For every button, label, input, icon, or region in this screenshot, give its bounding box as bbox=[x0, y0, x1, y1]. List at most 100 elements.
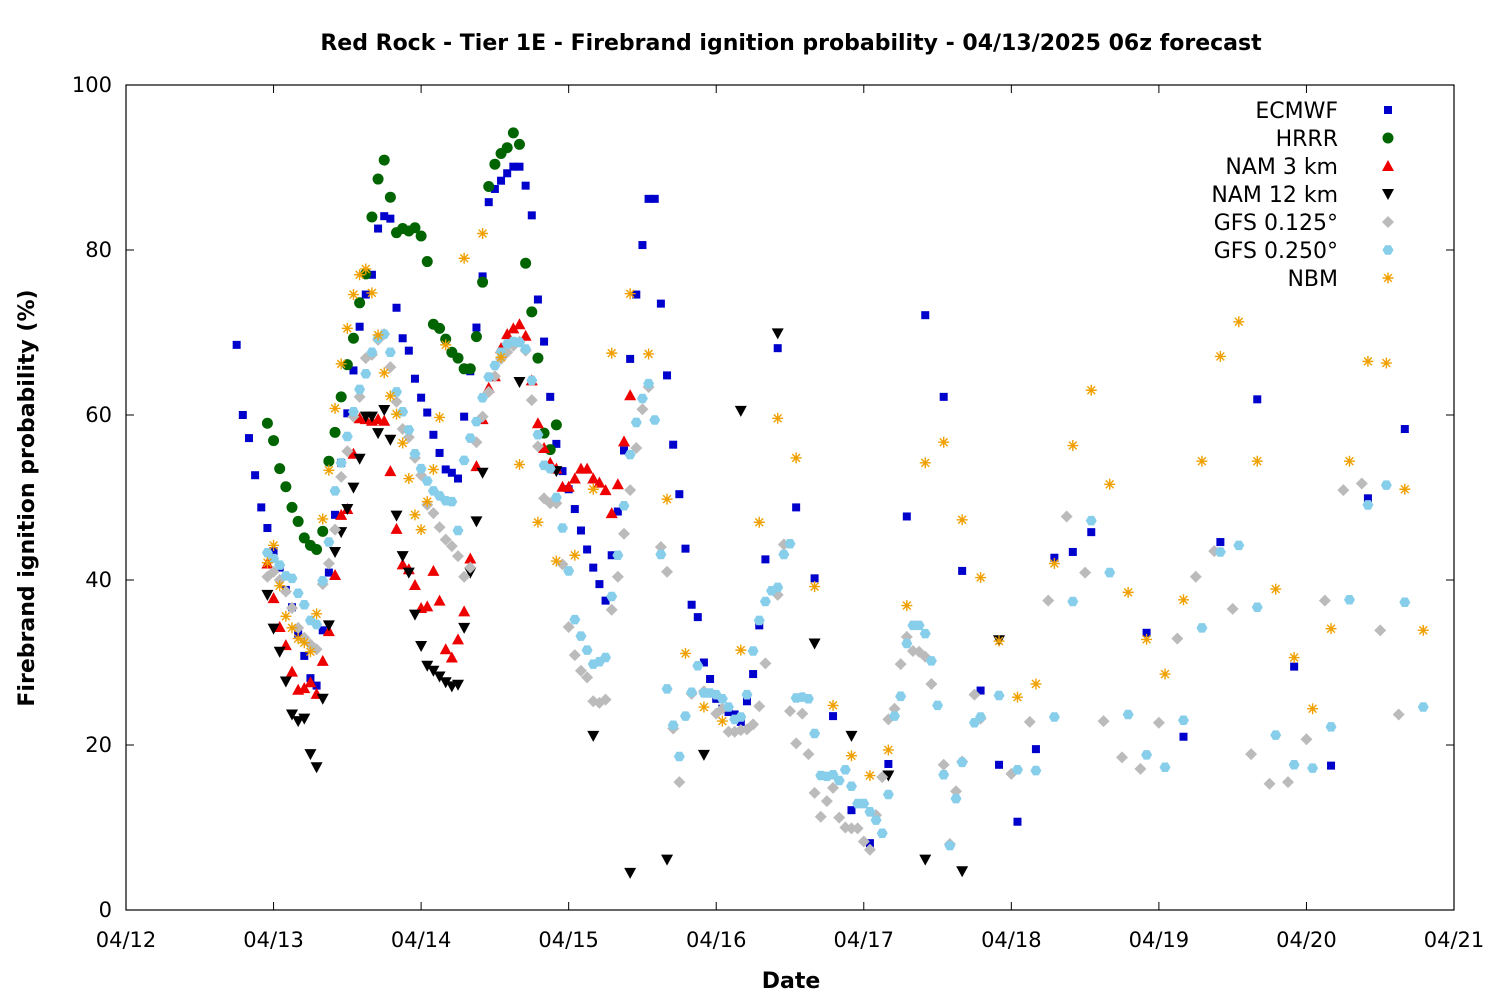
data-point bbox=[605, 507, 618, 519]
data-point bbox=[292, 633, 304, 645]
x-tick-label: 04/14 bbox=[391, 928, 452, 952]
legend-label-gfs-0-125: GFS 0.125° bbox=[1214, 211, 1338, 236]
data-point bbox=[845, 750, 857, 762]
data-point bbox=[1251, 602, 1263, 612]
legend-marker-hrrr bbox=[1382, 132, 1394, 144]
data-point bbox=[589, 563, 598, 572]
data-point bbox=[568, 649, 581, 662]
data-point bbox=[286, 709, 298, 721]
x-tick-label: 04/12 bbox=[96, 928, 157, 952]
data-point bbox=[341, 322, 353, 334]
data-point bbox=[901, 600, 913, 612]
data-point bbox=[484, 198, 493, 207]
data-point bbox=[1343, 455, 1355, 467]
data-point bbox=[470, 516, 483, 528]
data-point bbox=[655, 549, 667, 560]
data-point bbox=[772, 412, 784, 424]
data-point bbox=[723, 702, 735, 712]
data-point bbox=[1399, 597, 1411, 608]
series-nbm bbox=[261, 228, 1429, 782]
data-point bbox=[1400, 425, 1409, 434]
data-point bbox=[317, 513, 329, 525]
data-point bbox=[232, 340, 241, 349]
data-point bbox=[839, 764, 851, 775]
data-point bbox=[322, 557, 335, 570]
legend-marker-nam-12-km bbox=[1382, 189, 1394, 200]
data-point bbox=[771, 328, 784, 340]
data-point bbox=[477, 276, 489, 288]
legend-label-hrrr: HRRR bbox=[1276, 127, 1338, 152]
data-point bbox=[563, 566, 575, 576]
data-point bbox=[421, 476, 433, 486]
data-point bbox=[1282, 776, 1294, 789]
data-point bbox=[958, 566, 967, 575]
data-point bbox=[864, 807, 876, 817]
data-point bbox=[1325, 722, 1337, 732]
data-point bbox=[1362, 500, 1374, 510]
data-point bbox=[503, 169, 512, 178]
data-points bbox=[232, 127, 1429, 879]
data-point bbox=[354, 384, 366, 395]
data-point bbox=[384, 191, 396, 203]
data-point bbox=[286, 602, 298, 615]
data-point bbox=[263, 524, 272, 533]
legend-label-nbm: NBM bbox=[1287, 267, 1338, 292]
data-point bbox=[384, 390, 396, 402]
data-point bbox=[661, 854, 674, 866]
data-point bbox=[273, 646, 286, 658]
data-point bbox=[470, 416, 482, 427]
y-tick-label: 20 bbox=[85, 733, 112, 757]
data-point bbox=[741, 689, 753, 700]
x-tick-label: 04/16 bbox=[686, 928, 747, 952]
data-point bbox=[509, 162, 518, 171]
data-point bbox=[464, 433, 476, 443]
data-point bbox=[1048, 558, 1060, 569]
series-nam-3-km bbox=[261, 318, 637, 699]
data-point bbox=[329, 402, 341, 414]
data-point bbox=[611, 478, 624, 490]
data-point bbox=[643, 378, 655, 389]
data-point bbox=[1104, 478, 1116, 490]
data-point bbox=[778, 549, 790, 560]
data-point bbox=[654, 541, 667, 553]
legend-marker-nam-3-km bbox=[1382, 160, 1394, 171]
data-point bbox=[882, 744, 894, 756]
data-point bbox=[845, 781, 857, 792]
data-point bbox=[298, 599, 310, 610]
series-gfs-0-250 bbox=[261, 329, 1429, 851]
data-point bbox=[490, 184, 499, 193]
data-point bbox=[624, 389, 637, 401]
legend-label-ecmwf: ECMWF bbox=[1255, 99, 1338, 124]
data-point bbox=[925, 677, 938, 690]
data-point bbox=[1374, 624, 1387, 637]
data-point bbox=[1355, 477, 1368, 490]
data-point bbox=[331, 510, 340, 519]
data-point bbox=[286, 622, 298, 634]
data-point bbox=[546, 392, 555, 401]
data-point bbox=[458, 570, 471, 583]
data-point bbox=[1142, 628, 1151, 637]
data-point bbox=[624, 484, 637, 497]
data-point bbox=[274, 463, 286, 475]
data-point bbox=[458, 622, 471, 634]
data-point bbox=[324, 568, 333, 577]
data-point bbox=[533, 295, 542, 304]
data-point bbox=[569, 614, 581, 625]
data-point bbox=[261, 417, 273, 429]
data-point bbox=[1048, 712, 1060, 722]
data-point bbox=[612, 550, 624, 561]
data-point bbox=[755, 621, 764, 630]
data-point bbox=[335, 470, 348, 483]
data-point bbox=[895, 691, 907, 702]
data-point bbox=[956, 866, 969, 878]
data-point bbox=[1013, 817, 1022, 826]
data-point bbox=[975, 572, 987, 584]
data-point bbox=[808, 786, 821, 799]
data-point bbox=[501, 142, 513, 154]
data-point bbox=[323, 537, 335, 547]
data-point bbox=[417, 393, 426, 402]
data-point bbox=[1171, 632, 1184, 645]
chart-title: Red Rock - Tier 1E - Firebrand ignition … bbox=[320, 31, 1262, 56]
data-point bbox=[937, 758, 950, 771]
data-point bbox=[1134, 762, 1147, 775]
